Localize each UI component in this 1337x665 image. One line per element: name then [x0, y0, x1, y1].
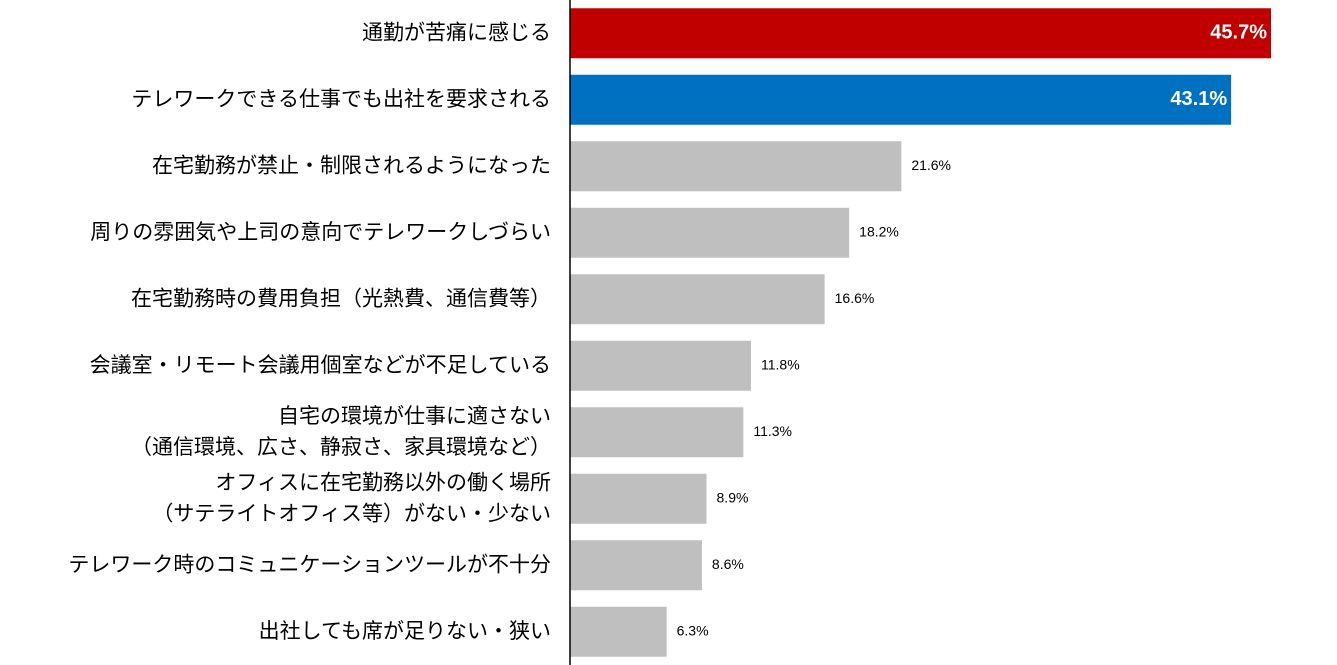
bars-layer — [570, 8, 1271, 657]
bar — [570, 207, 850, 258]
value-label: 18.2% — [859, 223, 899, 239]
bar — [570, 606, 667, 657]
category-label: テレワーク時のコミュニケーションツールが不十分 — [68, 552, 551, 576]
bar — [570, 407, 744, 458]
bar — [570, 540, 702, 591]
category-label: テレワークできる仕事でも出社を要求される — [131, 87, 551, 111]
category-label: 通勤が苦痛に感じる — [362, 20, 551, 44]
bar — [570, 340, 752, 391]
bar — [570, 473, 707, 524]
category-label: 自宅の環境が仕事に適さない（通信環境、広さ、静寂さ、家具環境など） — [131, 404, 551, 459]
bar — [570, 274, 825, 325]
value-label: 43.1% — [1170, 88, 1227, 110]
category-label: 会議室・リモート会議用個室などが不足している — [90, 353, 551, 377]
value-label: 21.6% — [911, 157, 951, 173]
value-labels-layer: 45.7% 43.1% 21.6% 18.2% 16.6% 11.8% 11.3% 8.9% 8… — [677, 22, 1268, 639]
value-label: 8.6% — [712, 556, 744, 572]
value-label: 8.9% — [717, 489, 749, 505]
value-label: 6.3% — [677, 622, 709, 638]
category-label: 在宅勤務が禁止・制限されるようになった — [152, 153, 551, 177]
bar — [570, 141, 902, 192]
category-label: オフィスに在宅勤務以外の働く場所（サテライトオフィス等）がない・少ない — [152, 470, 551, 525]
category-labels-layer: 通勤が苦痛に感じるテレワークできる仕事でも出社を要求される在宅勤務が禁止・制限さ… — [68, 20, 551, 643]
category-label: 周りの雰囲気や上司の意向でテレワークしづらい — [90, 220, 551, 244]
value-label: 11.8% — [761, 356, 800, 372]
category-label: 在宅勤務時の費用負担（光熱費、通信費等） — [131, 286, 551, 310]
bar — [570, 8, 1271, 59]
category-label: 出社しても席が足りない・狭い — [259, 619, 551, 643]
bar — [570, 74, 1232, 125]
value-label: 16.6% — [835, 290, 875, 306]
value-label: 11.3% — [753, 423, 792, 439]
value-label: 45.7% — [1210, 22, 1267, 44]
